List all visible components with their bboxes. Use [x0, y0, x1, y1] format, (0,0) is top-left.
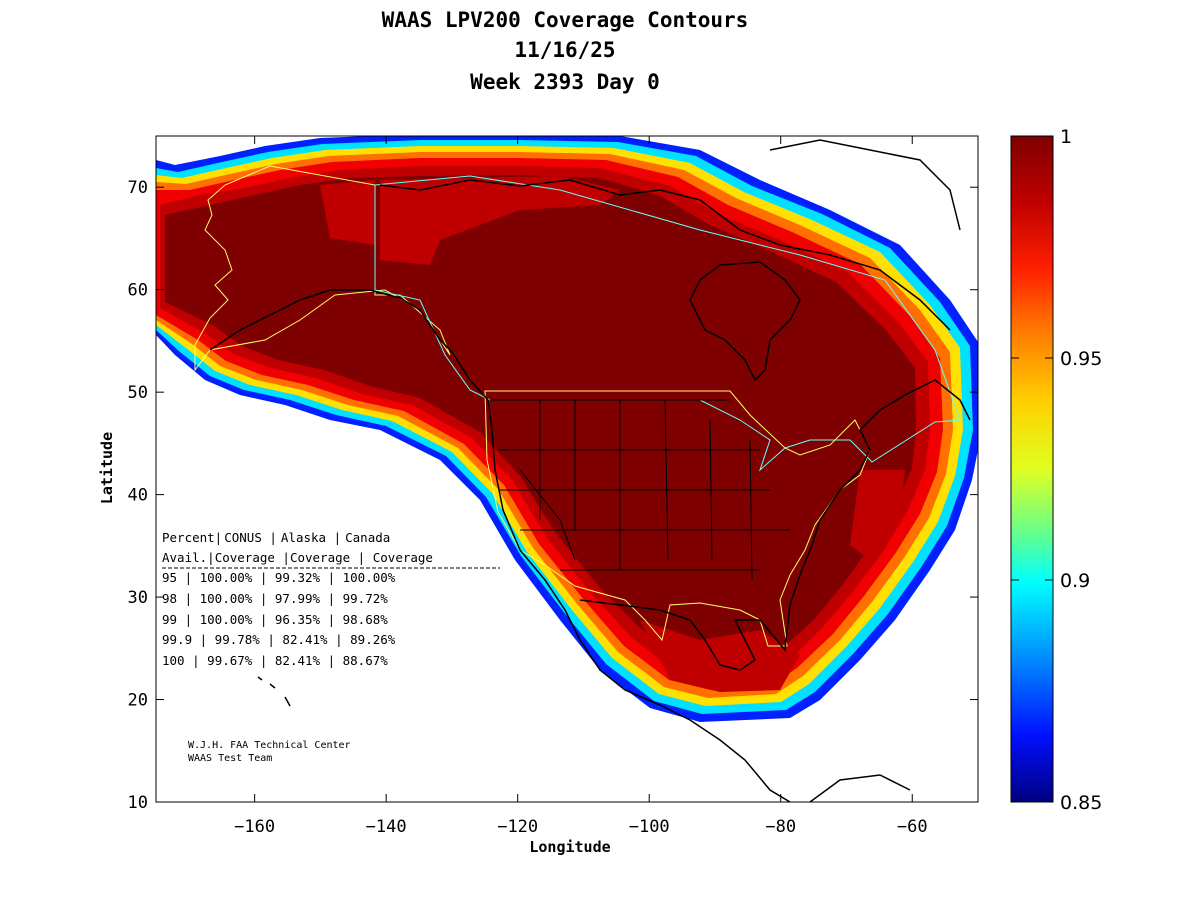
central-america: [689, 719, 791, 802]
y-axis-label: Latitude: [98, 432, 116, 504]
lon-tick-label: −120: [497, 817, 538, 837]
hawaii: [257, 676, 291, 707]
lon-tick-label: −160: [234, 817, 275, 837]
lon-tick-label: −100: [629, 817, 670, 837]
boundary-lines: [194, 165, 961, 647]
colorbar-tick-label: 0.9: [1060, 570, 1090, 592]
chart-date: 11/16/25: [514, 38, 616, 62]
colorbar-tick-label: 1: [1060, 126, 1072, 148]
lat-tick-label: 20: [128, 691, 148, 711]
lat-tick-label: 70: [128, 178, 148, 198]
table-header-row1: Percent| CONUS | Alaska | Canada: [162, 530, 390, 545]
contour-patch-alaska: [320, 180, 375, 245]
latitude-ticks: 10 20 30 40 50 60 70: [128, 178, 978, 813]
coastlines: [209, 139, 971, 802]
table-row: 98 | 100.00% | 97.99% | 99.72%: [162, 591, 388, 606]
lat-tick-label: 60: [128, 281, 148, 301]
conus-service-boundary: [484, 390, 871, 647]
table-row: 95 | 100.00% | 99.32% | 100.00%: [162, 570, 396, 585]
table-row: 99 | 100.00% | 96.35% | 98.68%: [162, 612, 388, 627]
south-america: [809, 774, 911, 802]
contour-patch-canada: [380, 176, 620, 265]
greenland: [769, 139, 961, 231]
canada-service-boundary: [374, 175, 961, 472]
credit-line2: WAAS Test Team: [188, 753, 272, 764]
colorbar-tick-label: 0.95: [1060, 348, 1102, 370]
x-axis-label: Longitude: [529, 838, 610, 856]
lon-tick-label: −140: [366, 817, 407, 837]
lat-tick-label: 40: [128, 486, 148, 506]
colorbar-tick-label: 0.85: [1060, 792, 1102, 814]
chart-week: Week 2393 Day 0: [470, 70, 660, 94]
longitude-ticks: −160 −140 −120 −100 −80 −60: [234, 136, 928, 837]
contour-patch-mexico: [640, 620, 800, 692]
arctic-coast: [379, 179, 951, 331]
colorbar-ticks: 1 0.95 0.9 0.85: [1011, 126, 1102, 814]
gulf-coast: [579, 379, 971, 671]
lat-tick-label: 50: [128, 383, 148, 403]
coverage-stats-table: Percent| CONUS | Alaska | Canada Avail.|Cov…: [162, 530, 500, 668]
state-borders: [490, 399, 790, 581]
hudson-bay: [689, 261, 801, 382]
west-coast: [451, 351, 691, 721]
plot-frame: [155, 135, 979, 803]
lon-tick-label: −80: [765, 817, 796, 837]
lat-tick-label: 10: [128, 793, 148, 813]
credit-line1: W.J.H. FAA Technical Center: [188, 740, 351, 751]
chart-title: WAAS LPV200 Coverage Contours: [381, 8, 749, 32]
table-row: 99.9 | 99.78% | 82.41% | 89.26%: [162, 632, 396, 647]
contour-patch-atlantic: [850, 470, 905, 560]
lon-tick-label: −60: [897, 817, 928, 837]
lat-tick-label: 30: [128, 588, 148, 608]
alaska-coastline: [209, 289, 453, 353]
colorbar: [1010, 135, 1054, 803]
table-row: 100 | 99.67% | 82.41% | 88.67%: [162, 653, 388, 668]
table-header-row2: Avail.|Coverage |Coverage | Coverage: [162, 550, 433, 565]
